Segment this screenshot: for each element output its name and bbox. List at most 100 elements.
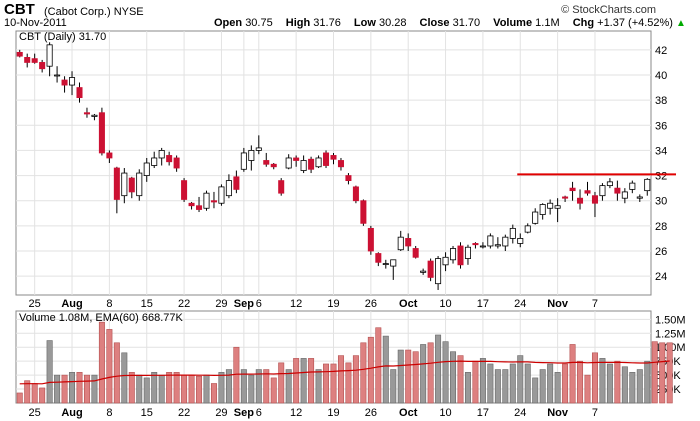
candle-body [218,186,225,204]
volume-bar [517,355,524,404]
candle-body [308,158,315,170]
volume-bar [61,374,68,404]
volume-bar [629,372,636,404]
volume-bar [330,363,337,404]
volume-x-tick-label: Sep [234,407,254,419]
volume-x-tick-label: 12 [290,407,302,419]
volume-bar [76,372,83,404]
volume-bar [457,355,464,404]
candle-body [502,236,509,247]
candle-body [367,227,374,252]
volume-bar [166,372,173,404]
candle-body [166,155,173,163]
volume-x-tick-label: 26 [365,407,377,419]
volume-bar [352,355,359,404]
volume-x-tick-label: 25 [29,407,41,419]
volume-bar [196,375,203,404]
candle-body [98,112,105,154]
candle-body [300,160,307,171]
candle-body [569,187,576,192]
volume-bar [225,369,232,404]
candle-body [337,160,344,168]
volume-x-tick-label: 17 [477,407,489,419]
quote-close-label: Close [419,17,450,29]
candle-body [487,235,494,247]
candle-body [240,152,247,170]
volume-bar [569,344,576,404]
volume-bar [494,369,501,404]
volume-bar [554,372,561,404]
price-x-tick-label: 24 [514,298,526,310]
volume-bar [210,383,217,404]
price-x-tick-label: 8 [106,298,112,310]
volume-bar [173,372,180,404]
volume-bar [435,334,442,404]
price-x-tick-label: 12 [290,298,302,310]
volume-bar [255,369,262,404]
volume-bar [464,372,471,404]
candle-body [46,44,53,67]
candle-body [225,180,232,197]
watermark: © StockCharts.com [561,4,656,16]
volume-bar [233,346,240,404]
candle-body [577,197,584,204]
candle-body [24,57,31,63]
quote-high-value: 31.76 [313,17,341,29]
price-tick-label: 40 [655,70,667,82]
volume-tick-label: 1.25M [655,328,686,340]
volume-bar [128,372,135,404]
price-x-tick-label: 25 [29,298,41,310]
volume-bar [143,377,150,404]
candle-body [76,87,83,99]
candle-body [248,150,255,161]
candle-body [69,77,76,86]
candle-body [173,157,180,169]
volume-bar [390,369,397,404]
volume-x-tick-label: 15 [141,407,153,419]
candle-body [143,162,150,176]
volume-x-tick-label: Aug [61,407,82,419]
volume-bar [54,374,61,404]
volume-x-tick-label: 29 [215,407,227,419]
candle-body [196,205,203,210]
volume-bar [300,358,307,404]
volume-bar [524,363,531,404]
volume-bar [248,374,255,404]
candle-body [255,147,262,151]
volume-bar [308,358,315,404]
volume-bar [158,374,165,404]
volume-bar [39,387,46,404]
candle-body [323,152,330,166]
price-tick-label: 36 [655,120,667,132]
quote-high-label: High [285,17,311,29]
ticker-symbol: CBT [4,1,35,18]
candle-body [621,191,628,199]
quote-open-value: 30.75 [245,17,273,29]
volume-x-tick-label: 22 [178,407,190,419]
volume-bar [487,363,494,404]
price-x-tick-label: 10 [439,298,451,310]
price-x-tick-label: 17 [477,298,489,310]
volume-bar [591,352,598,404]
triangle-up-icon: ▲ [676,18,686,29]
volume-x-tick-label: 7 [592,407,598,419]
volume-bar [188,374,195,404]
volume-bar [584,374,591,404]
volume-bar [113,342,120,404]
candle-body [128,177,135,193]
volume-bar [31,383,38,404]
candle-body [494,244,501,247]
price-x-tick-label: 26 [365,298,377,310]
candle-body [390,259,397,267]
candle-body [412,248,419,258]
price-x-tick-label: Nov [547,298,569,310]
candle-body [352,186,359,202]
volume-bar [91,374,98,404]
price-x-tick-label: 22 [178,298,190,310]
candle-body [210,200,217,203]
company-name: (Cabot Corp.) NYSE [44,6,144,18]
candle-body [330,155,337,160]
price-tick-label: 24 [655,271,667,283]
volume-bar [472,360,479,404]
